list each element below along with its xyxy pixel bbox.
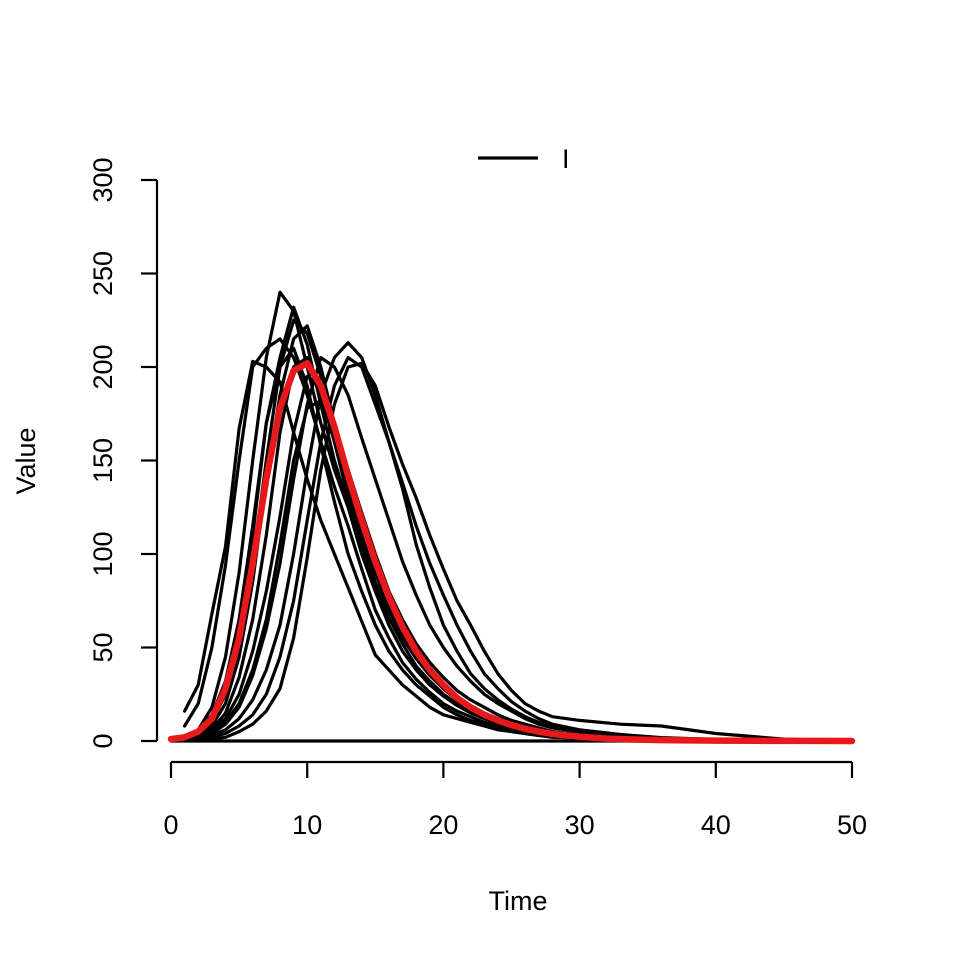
y-tick-label: 50 <box>88 632 118 662</box>
y-tick-label: 200 <box>88 344 118 389</box>
x-tick-label: 30 <box>565 810 595 840</box>
y-axis: 0 50 100 150 200 250 300 <box>88 157 159 749</box>
legend-label: I <box>562 144 570 174</box>
x-tick-label: 50 <box>837 810 867 840</box>
y-tick-label: 100 <box>88 531 118 576</box>
simulation-line-13 <box>183 399 854 743</box>
simulation-line-8 <box>183 374 854 743</box>
simulation-line-1 <box>183 359 854 743</box>
y-tick-label: 150 <box>88 438 118 483</box>
y-tick-label: 300 <box>88 157 118 202</box>
x-tick-label: 10 <box>292 810 322 840</box>
x-tick-label: 20 <box>428 810 458 840</box>
simulation-line-10 <box>183 341 854 743</box>
x-axis-label: Time <box>489 886 548 916</box>
simulation-line-12 <box>183 361 854 743</box>
x-tick-label: 0 <box>163 810 178 840</box>
x-axis: 0 10 20 30 40 50 <box>163 760 867 840</box>
mean-line <box>167 360 856 745</box>
y-axis-label: Value <box>11 427 41 494</box>
simulation-line-11 <box>183 356 854 743</box>
legend: I <box>478 144 570 174</box>
simulation-line-7 <box>183 356 854 743</box>
y-tick-label: 0 <box>88 733 118 748</box>
y-tick-label: 250 <box>88 251 118 296</box>
x-tick-label: 40 <box>701 810 731 840</box>
plot-area <box>167 290 856 745</box>
